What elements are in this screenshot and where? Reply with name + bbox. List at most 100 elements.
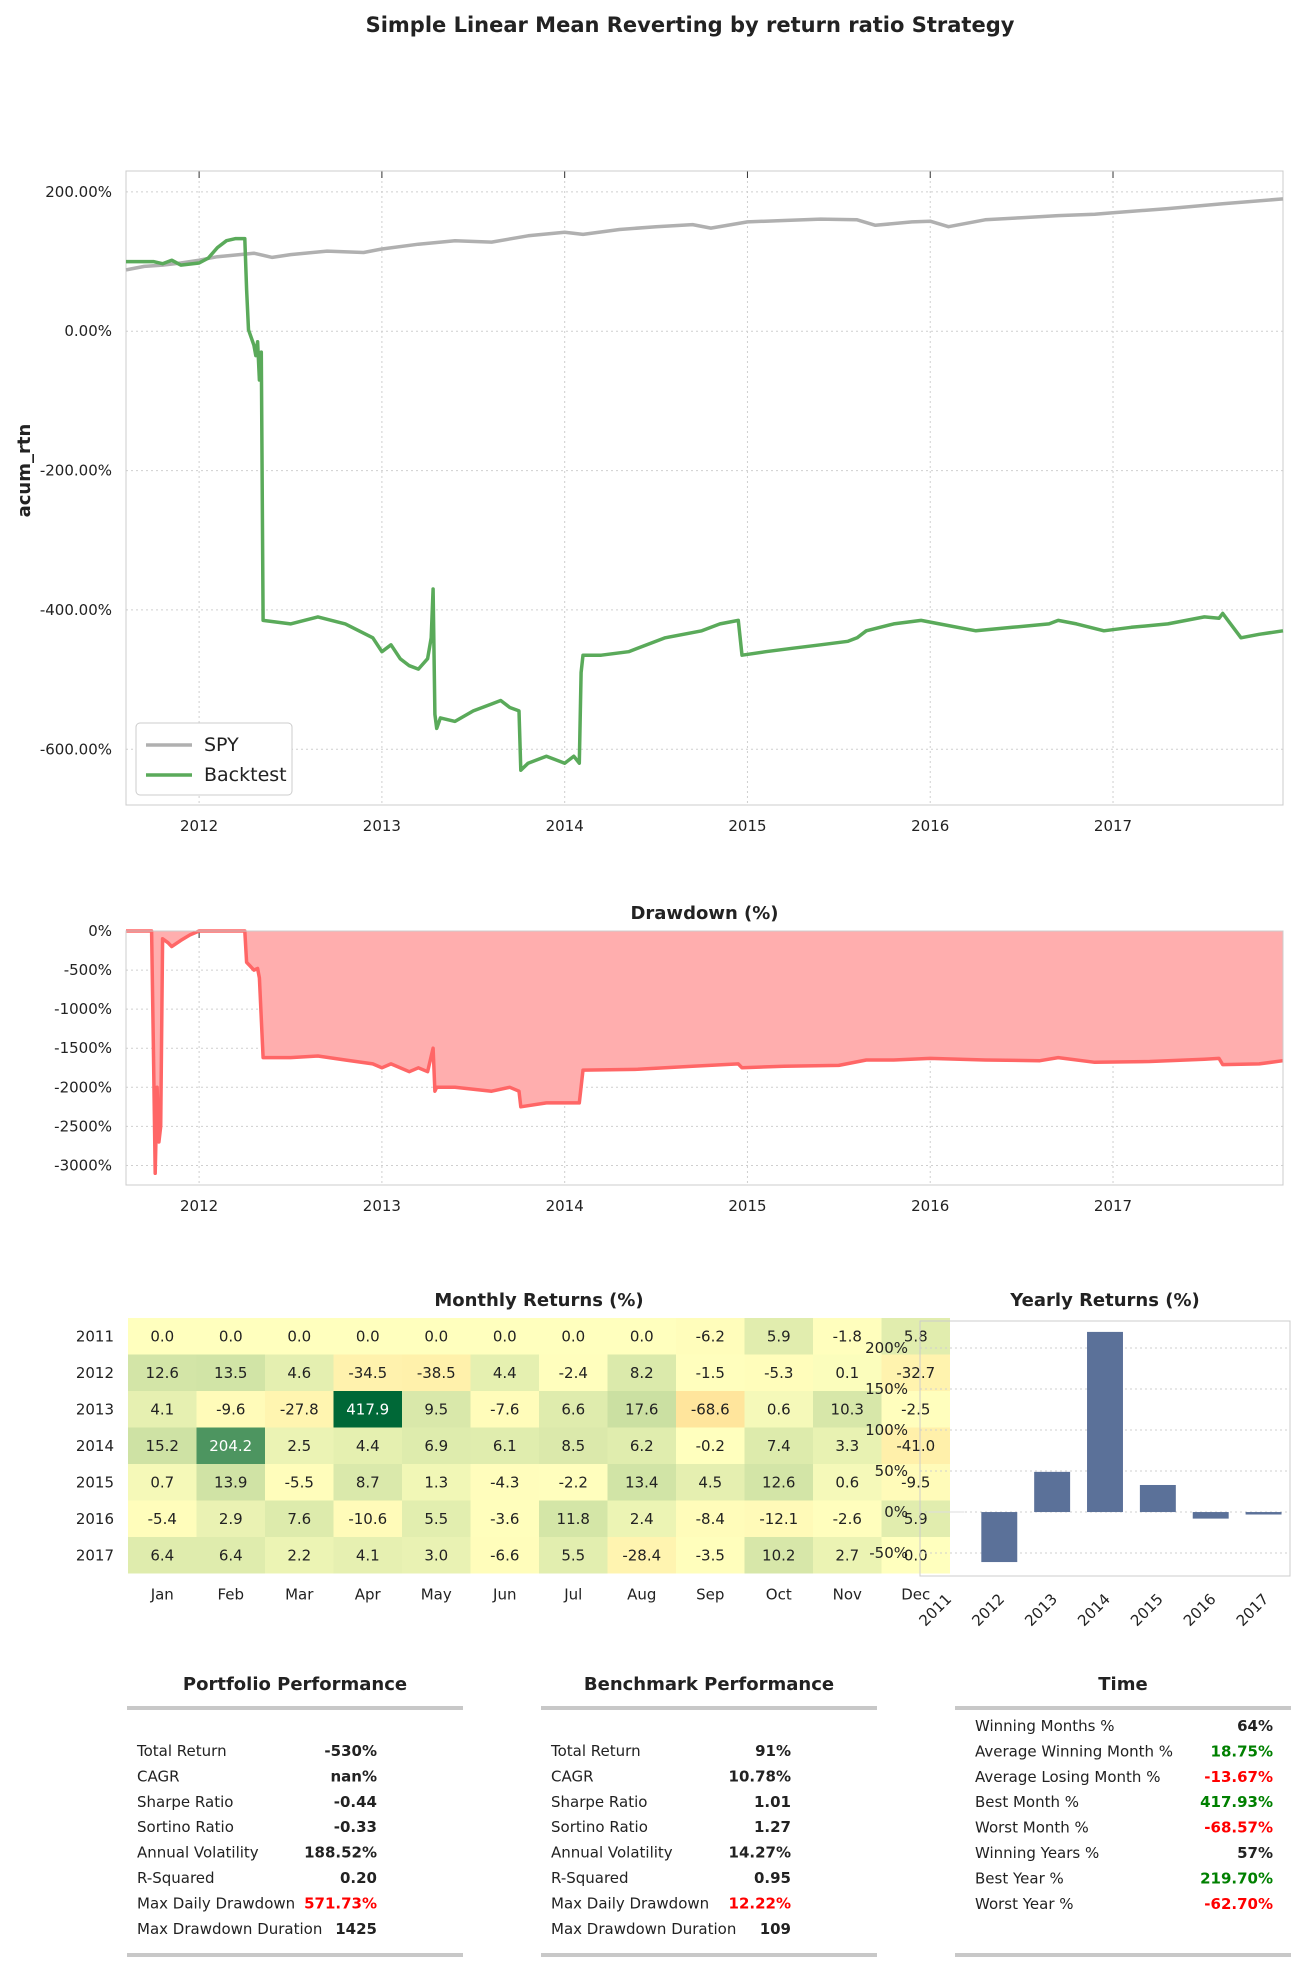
monthly-cell [196,1318,265,1355]
monthly-cell-label: -28.4 [622,1546,661,1564]
equity-legend-box [135,722,293,796]
monthly-cell-label: 0.6 [835,1473,859,1491]
monthly-col-label: Jun [492,1586,516,1604]
benchmark-row-label: Total Return [550,1742,641,1760]
benchmark-row-value: 0.95 [754,1869,791,1887]
monthly-cell [333,1391,402,1428]
monthly-cell-label: 6.4 [219,1546,243,1564]
monthly-cell [676,1427,745,1464]
time-row-label: Average Losing Month % [975,1768,1160,1786]
monthly-col-label: Feb [217,1586,244,1604]
monthly-cell-label: -0.2 [696,1437,725,1455]
monthly-cell [881,1427,950,1464]
yearly-bar [981,1512,1018,1563]
time-row-value: -13.67% [1204,1768,1273,1786]
drawdown-frame [125,930,1284,1186]
drawdown-area [126,931,1283,1174]
portfolio-row-value: -530% [324,1742,377,1760]
yearly-bar [1087,1331,1123,1513]
portfolio-row-label: Max Daily Drawdown [137,1894,295,1912]
monthly-cell-label: 7.6 [287,1510,311,1528]
monthly-cell [539,1500,608,1537]
portfolio-row-label: Max Drawdown Duration [137,1920,322,1938]
monthly-cell-label: 15.2 [146,1437,179,1455]
monthly-cell-label: -4.3 [490,1473,519,1491]
monthly-col-label: Sep [696,1586,724,1604]
monthly-cell-label: 3.0 [424,1546,448,1564]
benchmark-row-value: 109 [760,1920,791,1938]
monthly-cell [196,1500,265,1537]
monthly-cell-label: 4.1 [356,1546,380,1564]
drawdown-ytick-label: -2500% [54,1117,112,1135]
monthly-cell-label: 417.9 [346,1400,389,1418]
monthly-cell [470,1427,539,1464]
monthly-cell-label: 0.0 [424,1327,448,1345]
monthly-row-label: 2017 [76,1546,114,1564]
yearly-bar [1139,1484,1176,1513]
monthly-title: Monthly Returns (%) [434,1290,643,1311]
monthly-cell [813,1354,882,1391]
monthly-col-label: Mar [285,1586,314,1604]
monthly-cell-label: 0.6 [767,1400,791,1418]
page-title: Simple Linear Mean Reverting by return r… [366,13,1015,37]
drawdown-ytick-label: -3000% [54,1156,112,1174]
time-row-value: -62.70% [1204,1895,1273,1913]
monthly-cell-label: 0.0 [287,1327,311,1345]
monthly-row-label: 2015 [76,1473,114,1491]
monthly-cell [539,1318,608,1355]
monthly-cell [744,1354,813,1391]
equity-ylabel: acum_rtn [14,424,35,518]
monthly-cell-label: 5.9 [904,1510,928,1528]
monthly-cell-label: 0.0 [493,1327,517,1345]
monthly-cell [265,1391,334,1428]
equity-ytick-label: 200.00% [45,183,112,201]
portfolio-row-label: CAGR [137,1767,180,1785]
yearly-xtick-label: 2017 [1233,1590,1273,1630]
portfolio-row-label: Annual Volatility [137,1844,259,1862]
monthly-cell-label: 0.0 [150,1327,174,1345]
monthly-cell-label: -27.8 [280,1400,319,1418]
monthly-cell-label: 6.2 [630,1437,654,1455]
monthly-cell [265,1427,334,1464]
portfolio-row-label: Sharpe Ratio [137,1793,233,1811]
monthly-cell-label: 13.4 [625,1473,658,1491]
monthly-cell-label: 10.3 [831,1400,864,1418]
monthly-cell-label: 12.6 [146,1364,179,1382]
yearly-xtick-label: 2014 [1074,1590,1114,1630]
monthly-cell-label: 204.2 [209,1437,252,1455]
monthly-cell-label: -32.7 [896,1364,935,1382]
equity-ytick-label: -400.00% [40,601,112,619]
time-row-label: Worst Month % [975,1819,1089,1837]
monthly-cell [333,1537,402,1574]
monthly-cell [881,1318,950,1355]
yearly-bar [1034,1471,1071,1513]
monthly-cell [402,1391,471,1428]
monthly-cell-label: 2.5 [287,1437,311,1455]
monthly-cell-label: 4.4 [493,1364,517,1382]
monthly-cell-label: 0.1 [835,1364,859,1382]
monthly-cell [607,1500,676,1537]
monthly-cell-label: 4.6 [287,1364,311,1382]
yearly-xtick-label: 2015 [1127,1590,1167,1630]
monthly-cell [128,1500,197,1537]
portfolio-row-value: 0.20 [340,1869,377,1887]
monthly-cell [470,1318,539,1355]
monthly-cell [402,1318,471,1355]
monthly-cell [470,1391,539,1428]
drawdown-xtick-label: 2015 [728,1197,766,1215]
yearly-bar [1192,1512,1229,1519]
monthly-cell-label: 12.6 [762,1473,795,1491]
monthly-col-label: Nov [833,1586,862,1604]
monthly-cell-label: -8.4 [696,1510,725,1528]
monthly-col-label: Aug [627,1586,656,1604]
monthly-row-label: 2013 [76,1400,114,1418]
portfolio-title: Portfolio Performance [183,1674,407,1695]
yearly-ytick-label: 0% [884,1503,908,1521]
yearly-ytick-label: 50% [875,1462,908,1480]
drawdown-line [126,929,1284,1176]
monthly-cell-label: -9.6 [216,1400,245,1418]
monthly-cell [265,1537,334,1574]
monthly-cell-label: 6.9 [424,1437,448,1455]
monthly-cell-label: 17.6 [625,1400,658,1418]
monthly-cell-label: 6.6 [561,1400,585,1418]
